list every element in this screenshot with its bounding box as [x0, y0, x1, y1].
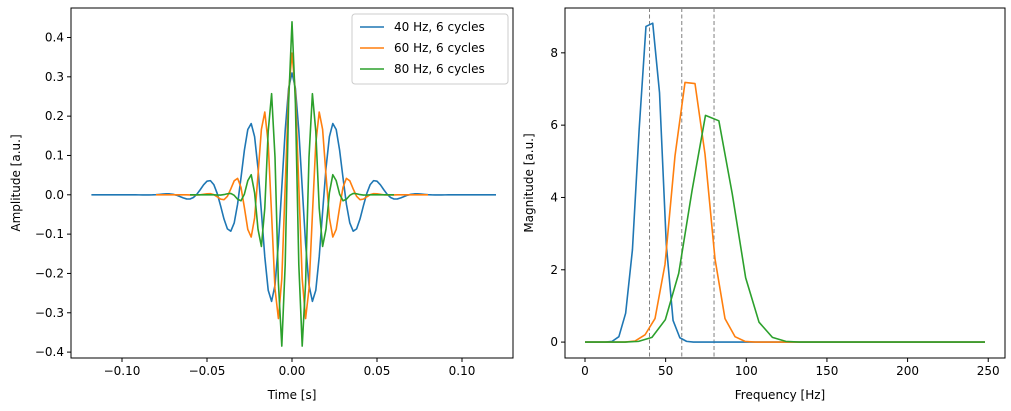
legend-box	[351, 13, 509, 85]
legend: 40 Hz, 6 cycles 60 Hz, 6 cycles 80 Hz, 6 c…	[351, 13, 509, 85]
legend-entry-label: 60 Hz, 6 cycles	[394, 41, 485, 55]
frequency-y-tick-label: 6	[550, 118, 558, 132]
frequency-y-axis-label: Magnitude [a.u.]	[522, 133, 536, 232]
time-domain-axes: −0.10 −0.05 0.00 0.05 0.10 −0.4−0.3−0.2−0.10…	[9, 7, 514, 402]
time-y-axis-label: Amplitude [a.u.]	[9, 134, 23, 231]
time-series-group	[91, 20, 496, 347]
time-x-axis-label: Time [s]	[267, 388, 317, 402]
frequency-series-line-3	[585, 114, 985, 343]
time-x-tick-label: 0.10	[449, 364, 476, 378]
time-y-tick-label: 0.1	[45, 148, 64, 162]
time-y-tick-label: 0.4	[45, 30, 64, 44]
frequency-x-ticks: 0 50 100 150 200 250	[581, 358, 1000, 378]
time-x-tick-label: 0.00	[279, 364, 306, 378]
frequency-x-tick-label: 250	[977, 364, 1000, 378]
time-x-tick-label: 0.05	[364, 364, 391, 378]
time-x-tick-label: −0.10	[104, 364, 141, 378]
frequency-x-tick-label: 100	[735, 364, 758, 378]
frequency-x-tick-label: 50	[658, 364, 673, 378]
time-y-tick-label: −0.3	[35, 306, 64, 320]
time-y-tick-label: 0.3	[45, 70, 64, 84]
time-y-tick-label: 0.0	[45, 188, 64, 202]
time-y-ticks: −0.4 −0.3 −0.2 −0.1 0.0 0.1 0.2 0.3 0.4	[35, 30, 71, 359]
legend-entry-label: 80 Hz, 6 cycles	[394, 62, 485, 76]
frequency-x-tick-label: 200	[896, 364, 919, 378]
time-series-line-3	[190, 20, 394, 347]
frequency-y-tick-label: 8	[550, 46, 558, 60]
frequency-x-axis-label: Frequency [Hz]	[735, 388, 826, 402]
time-y-tick-label: 0.2	[45, 109, 64, 123]
time-x-tick-label: −0.05	[189, 364, 226, 378]
frequency-x-tick-label: 0	[581, 364, 589, 378]
frequency-y-tick-label: 0	[550, 335, 558, 349]
time-y-tick-label: −0.4	[35, 345, 64, 359]
time-y-tick-label: −0.1	[35, 227, 64, 241]
frequency-y-tick-label: 4	[550, 190, 558, 204]
frequency-y-ticks: 0 2 4 6 8	[550, 46, 565, 349]
frequency-plot-frame	[564, 7, 1006, 359]
time-y-tick-label: −0.2	[35, 266, 64, 280]
legend-entry-label: 40 Hz, 6 cycles	[394, 20, 485, 34]
frequency-domain-axes: 0 50 100 150 200 250 0 2 4 6 8 Frequency [Hz] Mag…	[522, 7, 1006, 402]
time-x-ticks: −0.10 −0.05 0.00 0.05 0.10	[104, 358, 476, 378]
frequency-x-tick-label: 150	[815, 364, 838, 378]
frequency-y-tick-label: 2	[550, 263, 558, 277]
spectrum-series-group	[585, 22, 985, 343]
